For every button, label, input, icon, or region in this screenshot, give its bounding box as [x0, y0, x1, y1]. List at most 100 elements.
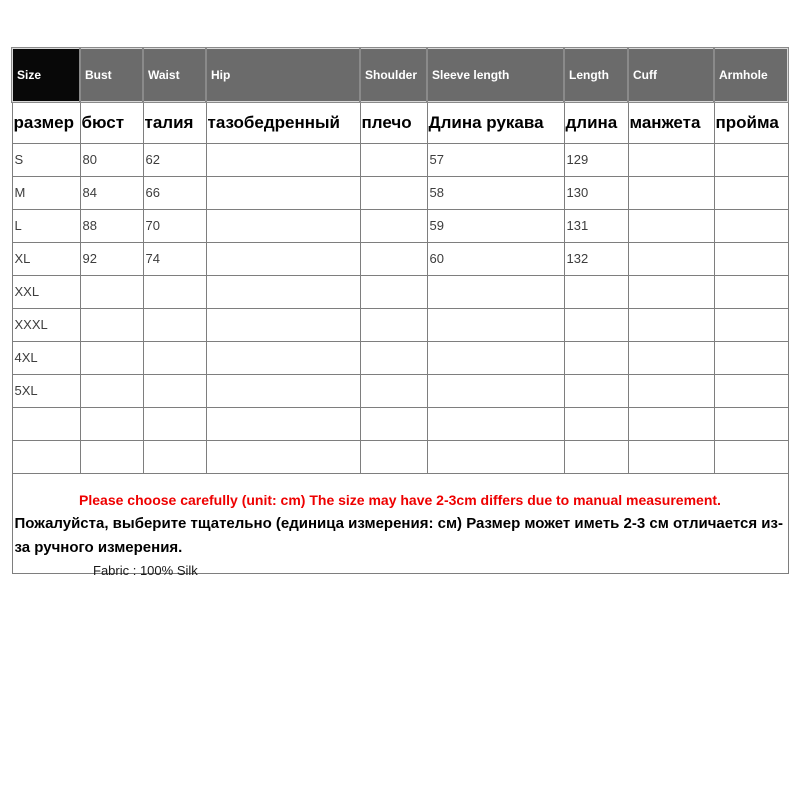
header-cell-ru-hip: тазобедренный — [205, 101, 361, 144]
cell-cuff — [627, 275, 715, 309]
cell-cuff — [627, 176, 715, 210]
cell-size: L — [11, 209, 81, 243]
cell-armhole — [713, 242, 789, 276]
cell-bust — [79, 341, 144, 375]
header-cell-ru-bust: бюст — [79, 101, 144, 144]
cell-bust — [79, 275, 144, 309]
cell-hip — [205, 308, 361, 342]
cell-sleeve: 60 — [426, 242, 565, 276]
cell-sleeve — [426, 407, 565, 441]
cell-sleeve — [426, 275, 565, 309]
header-cell-size: Size — [11, 47, 81, 103]
cell-armhole — [713, 275, 789, 309]
cell-size — [11, 407, 81, 441]
cell-waist — [142, 374, 207, 408]
cell-shoulder — [359, 341, 428, 375]
cell-length — [563, 275, 629, 309]
cell-cuff — [627, 143, 715, 177]
cell-waist — [142, 440, 207, 474]
cell-cuff — [627, 374, 715, 408]
cell-sleeve: 59 — [426, 209, 565, 243]
warning-text-en: Please choose carefully (unit: cm) The s… — [79, 492, 721, 508]
table-row: XL 92 74 60 132 — [11, 242, 789, 276]
header-cell-armhole: Armhole — [713, 47, 789, 103]
cell-shoulder — [359, 275, 428, 309]
table-row: 5XL — [11, 374, 789, 408]
header-row-en: Size Bust Waist Hip Shoulder Sleeve length Len… — [11, 47, 789, 103]
table-row — [11, 407, 789, 441]
cell-waist — [142, 275, 207, 309]
cell-bust: 92 — [79, 242, 144, 276]
cell-shoulder — [359, 440, 428, 474]
cell-hip — [205, 143, 361, 177]
header-row-ru: размер бюст талия тазобедренный плечо Длина р… — [11, 101, 789, 144]
cell-waist — [142, 341, 207, 375]
cell-waist: 62 — [142, 143, 207, 177]
cell-size: M — [11, 176, 81, 210]
cell-cuff — [627, 440, 715, 474]
cell-armhole — [713, 440, 789, 474]
cell-armhole — [713, 341, 789, 375]
cell-shoulder — [359, 407, 428, 441]
cell-length — [563, 440, 629, 474]
cell-length — [563, 407, 629, 441]
cell-length: 131 — [563, 209, 629, 243]
cell-size: XL — [11, 242, 81, 276]
cell-size: 4XL — [11, 341, 81, 375]
table-row: S 80 62 57 129 — [11, 143, 789, 177]
notes-cell: Please choose carefully (unit: cm) The s… — [11, 473, 789, 574]
cell-hip — [205, 374, 361, 408]
cell-armhole — [713, 308, 789, 342]
header-cell-ru-length: длина — [563, 101, 629, 144]
cell-size: XXXL — [11, 308, 81, 342]
header-cell-cuff: Cuff — [627, 47, 715, 103]
cell-size: XXL — [11, 275, 81, 309]
header-cell-ru-size: размер — [11, 101, 81, 144]
cell-waist — [142, 407, 207, 441]
cell-bust — [79, 374, 144, 408]
cell-armhole — [713, 374, 789, 408]
cell-size: S — [11, 143, 81, 177]
cell-sleeve — [426, 308, 565, 342]
cell-bust — [79, 407, 144, 441]
cell-bust — [79, 308, 144, 342]
cell-shoulder — [359, 242, 428, 276]
cell-hip — [205, 209, 361, 243]
cell-size — [11, 440, 81, 474]
cell-sleeve — [426, 341, 565, 375]
size-rows: S 80 62 57 129 M 84 66 58 130 L 88 70 59 131 XL 92 74 60 13… — [11, 143, 789, 474]
header-cell-ru-armhole: пройма — [713, 101, 789, 144]
header-cell-ru-cuff: манжета — [627, 101, 715, 144]
cell-bust — [79, 440, 144, 474]
cell-size: 5XL — [11, 374, 81, 408]
cell-shoulder — [359, 176, 428, 210]
cell-length — [563, 341, 629, 375]
cell-sleeve: 58 — [426, 176, 565, 210]
cell-waist: 74 — [142, 242, 207, 276]
cell-length — [563, 374, 629, 408]
cell-length: 129 — [563, 143, 629, 177]
table-row: XXL — [11, 275, 789, 309]
cell-waist — [142, 308, 207, 342]
cell-hip — [205, 275, 361, 309]
header-cell-shoulder: Shoulder — [359, 47, 428, 103]
cell-cuff — [627, 407, 715, 441]
cell-cuff — [627, 209, 715, 243]
header-cell-ru-sleeve: Длина рукава — [426, 101, 565, 144]
cell-hip — [205, 440, 361, 474]
cell-armhole — [713, 209, 789, 243]
header-cell-hip: Hip — [205, 47, 361, 103]
table-row: 4XL — [11, 341, 789, 375]
cell-hip — [205, 176, 361, 210]
cell-waist: 66 — [142, 176, 207, 210]
table-row — [11, 440, 789, 474]
cell-bust: 88 — [79, 209, 144, 243]
cell-bust: 84 — [79, 176, 144, 210]
cell-hip — [205, 242, 361, 276]
cell-armhole — [713, 407, 789, 441]
cell-bust: 80 — [79, 143, 144, 177]
table-row: L 88 70 59 131 — [11, 209, 789, 243]
cell-shoulder — [359, 308, 428, 342]
cell-hip — [205, 407, 361, 441]
cell-shoulder — [359, 374, 428, 408]
